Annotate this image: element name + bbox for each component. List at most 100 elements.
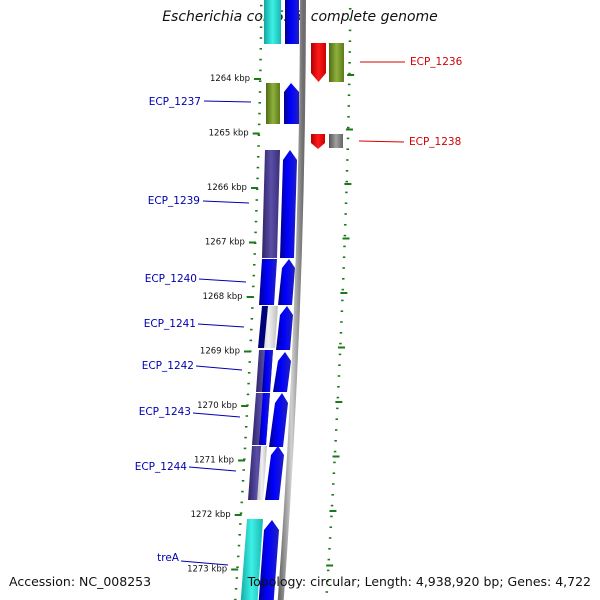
tick-dot bbox=[337, 386, 340, 388]
tick-dot bbox=[332, 472, 336, 474]
tick-dot bbox=[254, 231, 257, 234]
gene-arrow-ECP_1243 bbox=[269, 393, 288, 447]
genome-backbone bbox=[277, 0, 306, 600]
tick-dot bbox=[346, 148, 349, 150]
gene-bar-treA bbox=[240, 519, 263, 600]
cds-upper-forward-teal bbox=[264, 0, 281, 44]
tick-dot bbox=[337, 375, 341, 377]
tick-dot bbox=[347, 126, 350, 129]
tick-dot bbox=[253, 253, 256, 255]
gene-callouts: ECP_1236 ECP_1237 ECP_1238 ECP_1239 ECP_1240… bbox=[135, 56, 463, 566]
callout-line-treA bbox=[180, 560, 229, 566]
gene-label-ECP_1239[interactable]: ECP_1239 bbox=[148, 195, 200, 207]
tick-label: 1265 kbp bbox=[209, 129, 249, 139]
tick-dot bbox=[257, 134, 261, 136]
tick-dot bbox=[244, 426, 248, 428]
tick-dot bbox=[251, 307, 254, 309]
accession-text: Accession: NC_008253 bbox=[9, 574, 152, 589]
gene-label-ECP_1238[interactable]: ECP_1238 bbox=[409, 136, 461, 148]
tick-dot bbox=[341, 299, 344, 302]
tick-dot bbox=[341, 288, 345, 291]
reverse-strand-track bbox=[311, 43, 344, 149]
gene-label-ECP_1244[interactable]: ECP_1244 bbox=[135, 461, 188, 473]
tick-dot bbox=[344, 224, 347, 226]
forward-strand-track bbox=[240, 0, 299, 600]
gene-label-ECP_1242[interactable]: ECP_1242 bbox=[142, 360, 194, 372]
tick-label: 1268 kbp bbox=[203, 292, 243, 302]
gene-bar-ECP_1242-blue bbox=[262, 350, 273, 392]
callout-line-ECP_1238 bbox=[358, 140, 405, 143]
tick-dot bbox=[246, 393, 250, 396]
tick-dot bbox=[346, 159, 349, 161]
tick-dot bbox=[346, 137, 350, 140]
tick-dot bbox=[342, 256, 346, 258]
callout-line-ECP_1242 bbox=[195, 365, 243, 371]
tick-dot bbox=[327, 558, 331, 561]
tick-dot bbox=[247, 382, 250, 385]
tick-dot bbox=[257, 123, 261, 126]
tick-dot bbox=[333, 461, 336, 464]
tick-dot bbox=[255, 199, 259, 201]
tick-dot bbox=[345, 191, 348, 194]
gene-arrow-ECP_1240 bbox=[278, 259, 295, 305]
gene-label-ECP_1240[interactable]: ECP_1240 bbox=[145, 273, 197, 285]
tick-dot bbox=[244, 436, 247, 439]
gene-label-treA[interactable]: treA bbox=[157, 552, 180, 564]
tick-dot bbox=[258, 102, 261, 104]
tick-dot bbox=[250, 318, 254, 320]
gene-arrow-ECP_1241 bbox=[276, 306, 293, 350]
gene-label-ECP_1243[interactable]: ECP_1243 bbox=[139, 406, 191, 418]
callout-line-ECP_1240 bbox=[198, 278, 247, 283]
tick-dot bbox=[237, 555, 240, 558]
tick-dot bbox=[332, 483, 335, 485]
tick-dot bbox=[248, 361, 251, 363]
gene-bar-ECP_1241-dark bbox=[258, 306, 268, 348]
tick-dot bbox=[339, 342, 342, 345]
gene-label-ECP_1236[interactable]: ECP_1236 bbox=[410, 56, 463, 68]
tick-dot bbox=[340, 310, 344, 312]
tick-dot bbox=[256, 177, 259, 180]
tick-dot bbox=[347, 105, 351, 107]
tick-dot bbox=[257, 145, 260, 147]
tick-dot bbox=[343, 234, 347, 237]
tick-dot bbox=[250, 328, 253, 331]
gene-arrow-ECP_1236 bbox=[311, 43, 326, 82]
callout-line-ECP_1241 bbox=[197, 323, 245, 328]
gene-label-ECP_1241[interactable]: ECP_1241 bbox=[144, 318, 196, 330]
gene-bar-ECP_1237 bbox=[266, 83, 280, 124]
tick-dot bbox=[235, 577, 239, 579]
tick-dot bbox=[338, 353, 342, 356]
tick-dot bbox=[253, 264, 256, 266]
tick-dot bbox=[325, 591, 329, 593]
tick-dot bbox=[347, 116, 350, 118]
tick-label: 1264 kbp bbox=[210, 74, 250, 84]
tick-dot bbox=[331, 494, 334, 496]
tick-label: 1267 kbp bbox=[205, 238, 245, 248]
tick-label: 1270 kbp bbox=[197, 401, 237, 411]
tick-dot bbox=[344, 213, 347, 215]
tick-dot bbox=[343, 245, 346, 248]
tick-dot bbox=[339, 332, 343, 334]
tick-dot bbox=[347, 94, 351, 96]
gene-label-ECP_1237[interactable]: ECP_1237 bbox=[149, 96, 201, 108]
tick-dot bbox=[348, 18, 352, 21]
tick-dot bbox=[254, 220, 258, 223]
tick-dot bbox=[329, 526, 333, 528]
gene-arrow-treA bbox=[258, 520, 279, 600]
tick-dot bbox=[259, 37, 263, 39]
tick-dot bbox=[256, 156, 260, 158]
tick-dot bbox=[259, 58, 262, 61]
tick-dot bbox=[348, 72, 351, 75]
tick-dot bbox=[347, 83, 351, 86]
callout-line-ECP_1243 bbox=[192, 412, 241, 418]
tick-dot bbox=[259, 69, 262, 72]
gene-bar-ECP_1244-silver bbox=[257, 446, 267, 500]
tick-dot bbox=[326, 569, 330, 572]
tick-dot bbox=[242, 469, 245, 471]
tick-dot bbox=[256, 166, 260, 169]
tick-dot bbox=[255, 210, 258, 212]
tick-dot bbox=[334, 429, 338, 431]
tick-dot bbox=[241, 490, 244, 493]
tick-dot bbox=[330, 504, 334, 507]
